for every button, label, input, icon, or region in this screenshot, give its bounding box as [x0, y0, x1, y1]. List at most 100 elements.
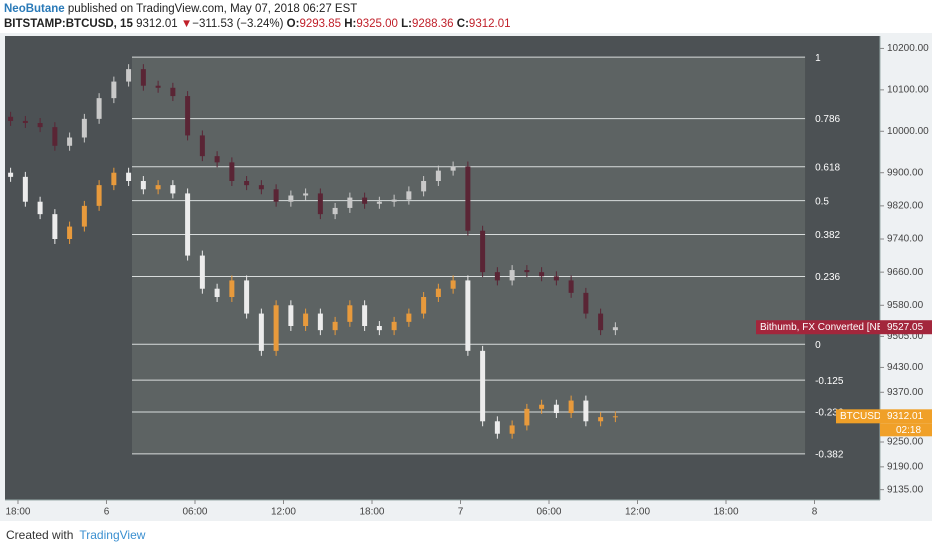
fib-label: 0 — [815, 340, 821, 351]
candle-body — [273, 305, 279, 351]
y-tick-label: 9190.00 — [887, 461, 924, 472]
candle-body — [465, 166, 471, 231]
y-tick-label: 9740.00 — [887, 234, 924, 245]
header: NeoButane published on TradingView.com, … — [4, 2, 511, 32]
candle-body — [347, 197, 353, 208]
quote-line: BITSTAMP:BTCUSD, 15 9312.01 ▼−311.53 (−3… — [4, 17, 511, 32]
candle-body — [303, 193, 309, 196]
candle-body — [376, 201, 382, 204]
series-name-tag — [756, 320, 880, 335]
candle-body — [612, 416, 618, 418]
fib-label: 0.382 — [815, 230, 840, 241]
price-tag-label: 9312.01 — [887, 411, 924, 422]
price-tag-label: 9527.05 — [887, 322, 924, 333]
candle-body — [155, 85, 161, 88]
candle-body — [170, 185, 176, 194]
candle-body — [22, 176, 28, 202]
series-name: BTCUSD — [840, 411, 881, 422]
candle-body — [229, 162, 235, 181]
fib-label: 0.5 — [815, 196, 829, 207]
candle-body — [598, 417, 604, 422]
y-tick-label: 9580.00 — [887, 300, 924, 311]
candle-body — [96, 185, 102, 206]
x-tick-label: 12:00 — [271, 507, 296, 518]
candle-body — [288, 305, 294, 326]
y-tick-label: 9505.00 — [887, 331, 924, 342]
x-tick-label: 18:00 — [713, 507, 738, 518]
candle-body — [22, 120, 28, 123]
o-label: O: — [286, 18, 300, 30]
countdown: 02:18 — [896, 425, 921, 436]
candle-body — [8, 172, 14, 177]
candle-body — [539, 272, 545, 277]
candle-body — [391, 199, 397, 202]
y-tick-label: 9660.00 — [887, 267, 924, 278]
candle-body — [421, 181, 427, 192]
candle-body — [229, 280, 235, 297]
candle-body — [332, 207, 338, 215]
x-tick-label: 6 — [104, 507, 110, 518]
candle-body — [524, 408, 530, 426]
last: 9312.01 — [136, 18, 178, 30]
y-tick-label: 10100.00 — [887, 84, 929, 95]
candle-body — [126, 69, 132, 82]
y-tick-label: 9135.00 — [887, 484, 924, 495]
candle-body — [347, 305, 353, 322]
created: Created with — [6, 528, 74, 542]
candle-body — [583, 400, 589, 422]
x-tick-label: 06:00 — [182, 507, 207, 518]
candle-body — [214, 156, 220, 163]
candle-body — [244, 280, 250, 314]
l-label: L: — [401, 18, 412, 30]
candle-body — [332, 321, 338, 331]
candle-body — [140, 181, 146, 190]
price-tag — [880, 320, 932, 335]
arrow: ▼ — [180, 18, 193, 30]
fib-label: 1 — [815, 53, 821, 64]
candle-body — [214, 288, 220, 297]
candle-body — [362, 197, 368, 204]
candle-body — [435, 170, 441, 181]
fib-label: -0.382 — [815, 450, 844, 461]
y-tick-label: 10000.00 — [887, 126, 929, 137]
y-tick-label: 9820.00 — [887, 200, 924, 211]
fib-zone — [132, 57, 806, 454]
candle-body — [524, 270, 530, 273]
fib-label: 0.786 — [815, 114, 840, 125]
author[interactable]: NeoButane — [4, 3, 65, 15]
x-tick-label: 8 — [812, 507, 818, 518]
candle-body — [170, 87, 176, 97]
candle-body — [480, 230, 486, 273]
price-tag — [880, 409, 932, 424]
y-tick-label: 9250.00 — [887, 437, 924, 448]
fib-label: 0.236 — [815, 272, 840, 283]
y-tick-label: 9430.00 — [887, 362, 924, 373]
candle-body — [185, 193, 191, 256]
candle-body — [67, 137, 73, 146]
candle-body — [435, 288, 441, 297]
y-tick-label: 9370.00 — [887, 387, 924, 398]
fib-label: 0.618 — [815, 162, 840, 173]
candle-body — [583, 292, 589, 314]
x-tick-label: 12:00 — [625, 507, 650, 518]
candle-body — [568, 400, 574, 413]
candle-body — [67, 226, 73, 239]
candle-body — [52, 127, 58, 146]
candle-body — [126, 172, 132, 181]
candle-body — [421, 297, 427, 314]
candle-body — [37, 123, 43, 128]
candle-body — [111, 172, 117, 186]
brand[interactable]: TradingView — [79, 528, 146, 542]
change: −311.53 (−3.24%) — [192, 18, 284, 30]
candle-body — [494, 421, 500, 434]
candle-body — [258, 185, 264, 190]
candle-body — [303, 313, 309, 326]
candle-body — [391, 321, 397, 331]
candle-body — [598, 313, 604, 331]
x-tick-label: 7 — [458, 507, 464, 518]
candle-body — [539, 404, 545, 409]
candle-body — [553, 276, 559, 281]
candle-body — [273, 189, 279, 202]
candle-body — [199, 255, 205, 289]
